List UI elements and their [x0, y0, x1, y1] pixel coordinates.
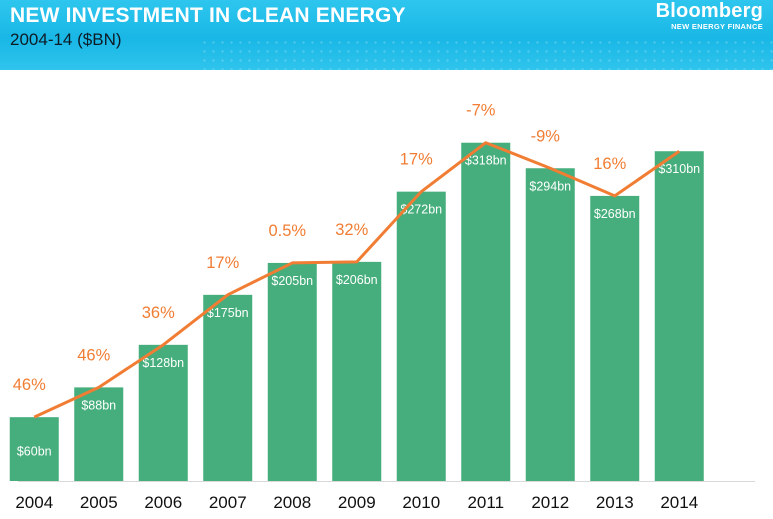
bar-value-label: $268bn: [594, 207, 636, 221]
x-tick-layer: 2004 2005 2006 2007 2008 2009 2010 2011 2012 2013…: [15, 493, 698, 512]
bar-value-label: $318bn: [465, 154, 507, 168]
chart-title: NEW INVESTMENT IN CLEAN ENERGY: [10, 4, 406, 27]
bar-value-label: $175bn: [207, 306, 249, 320]
x-tick-label: 2007: [209, 493, 247, 512]
bar-layer: [9, 142, 704, 481]
x-tick-label: 2005: [80, 493, 118, 512]
bar-2013: [590, 195, 640, 481]
growth-label: 46%: [77, 346, 110, 364]
growth-label-layer: 46% 46% 36% 17% 0.5% 32% 17% -7% -9% 16%: [13, 102, 627, 394]
bar-value-label: $128bn: [142, 356, 184, 370]
bar-2008: [267, 262, 317, 481]
growth-label: -7%: [466, 102, 496, 120]
growth-label: -9%: [531, 127, 561, 145]
brand-logo: Bloomberg NEW ENERGY FINANCE: [656, 0, 763, 31]
growth-trend-line: [33, 141, 681, 419]
bar-value-label: $88bn: [81, 398, 116, 412]
bar-value-label: $294bn: [529, 179, 571, 193]
x-tick-label: 2011: [467, 493, 504, 512]
bar-2005: [74, 387, 124, 481]
growth-label: 17%: [400, 151, 433, 169]
bar-2014: [654, 151, 704, 481]
x-tick-label: 2013: [596, 493, 634, 512]
growth-label: 46%: [13, 376, 46, 394]
bar-2004: [9, 417, 59, 481]
growth-label: 17%: [206, 254, 239, 272]
bar-value-label: $205bn: [271, 274, 313, 288]
x-tick-label: 2004: [15, 493, 53, 512]
x-tick-label: 2014: [660, 493, 698, 512]
bar-2010: [396, 191, 446, 481]
growth-label: 0.5%: [268, 222, 306, 240]
bar-value-label: $206bn: [336, 273, 378, 287]
bar-label-layer: $60bn $88bn $128bn $175bn $205bn $206bn $272bn…: [17, 154, 700, 459]
bar-2012: [525, 168, 575, 481]
x-tick-label: 2010: [402, 493, 440, 512]
growth-label: 32%: [335, 221, 368, 239]
brand-name: Bloomberg: [655, 0, 763, 22]
header-texture: [200, 38, 773, 70]
bar-value-label: $60bn: [17, 444, 52, 458]
bar-2007: [203, 294, 253, 481]
x-tick-label: 2009: [338, 493, 376, 512]
x-tick-label: 2012: [531, 493, 569, 512]
bar-2006: [138, 344, 188, 481]
header-banner: NEW INVESTMENT IN CLEAN ENERGY 2004-14 (…: [0, 0, 773, 70]
growth-label: 16%: [593, 155, 626, 173]
x-tick-label: 2006: [144, 493, 182, 512]
bar-2009: [332, 261, 382, 481]
chart-area: $60bn $88bn $128bn $175bn $205bn $206bn $272bn…: [0, 70, 773, 514]
chart-subtitle: 2004-14 ($BN): [10, 30, 122, 49]
investment-chart: $60bn $88bn $128bn $175bn $205bn $206bn $272bn…: [9, 102, 755, 512]
brand-subtitle: NEW ENERGY FINANCE: [671, 22, 763, 31]
x-tick-label: 2008: [273, 493, 311, 512]
growth-label: 36%: [142, 304, 175, 322]
bar-2011: [461, 142, 511, 481]
bar-value-label: $272bn: [400, 203, 442, 217]
bar-value-label: $310bn: [658, 162, 700, 176]
